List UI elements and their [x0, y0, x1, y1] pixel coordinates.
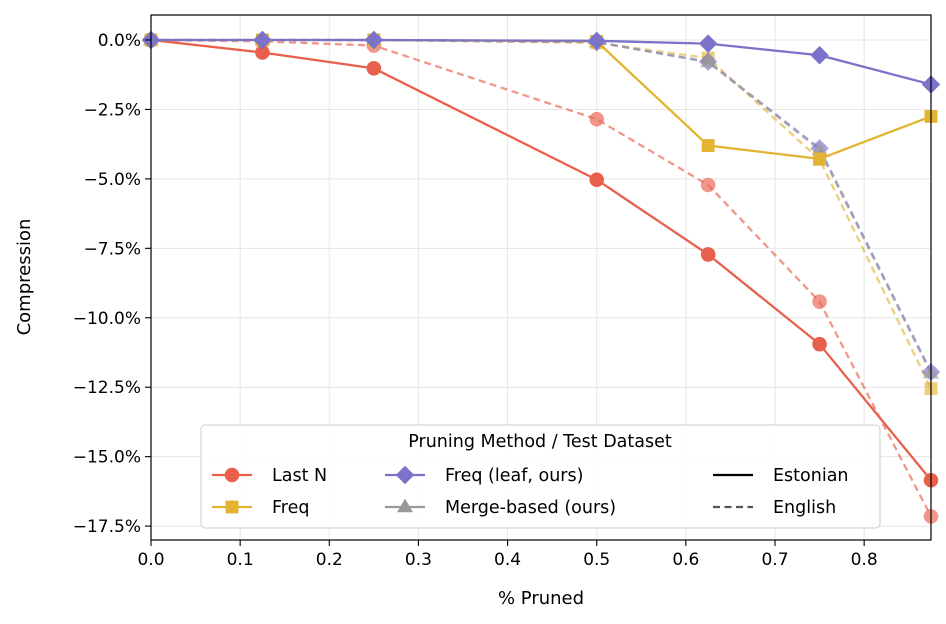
x-tick-label: 0.5	[583, 550, 610, 570]
data-point-freq-estonian	[701, 139, 715, 152]
y-tick-label: −2.5%	[84, 100, 141, 120]
x-tick-label: 0.0	[137, 550, 164, 570]
y-tick-label: −17.5%	[73, 517, 141, 537]
legend-label-freq-leaf-ours: Freq (leaf, ours)	[445, 466, 583, 486]
x-axis: 0.0 0.1 0.2 0.3 0.4 0.5 0.6 0.7 0.8	[137, 540, 878, 570]
legend-marker-freq-leaf-ours	[395, 465, 415, 485]
legend-marker-last-n	[224, 467, 240, 483]
data-point-freq-leaf-ours-estonian	[364, 30, 384, 50]
series-markers	[141, 30, 941, 524]
legend-marker-merge-based-ours	[397, 498, 413, 513]
y-tick-label: −7.5%	[84, 239, 141, 259]
plot-frame	[150, 14, 932, 541]
legend-marker-freq	[225, 500, 239, 514]
data-point-freq-leaf-ours-estonian	[810, 46, 829, 65]
x-tick-label: 0.8	[851, 550, 878, 570]
x-tick-label: 0.4	[494, 550, 521, 570]
legend-label-estonian: Estonian	[773, 466, 849, 486]
data-point-last-n-english	[812, 294, 827, 309]
data-point-last-n-estonian	[700, 247, 716, 262]
legend-label-last-n: Last N	[272, 466, 327, 486]
legend-entries: Last N Freq Freq (leaf, ours) Merge-based (…	[212, 465, 849, 518]
legend: Pruning Method / Test Dataset Last N Freq…	[200, 424, 881, 529]
legend-box	[200, 424, 881, 529]
legend-label-freq: Freq	[272, 498, 309, 518]
y-tick-label: −15.0%	[73, 448, 141, 468]
data-point-merge-based-ours-english	[811, 141, 828, 155]
x-tick-label: 0.3	[405, 550, 432, 570]
x-tick-label: 0.2	[316, 550, 343, 570]
data-point-merge-based-ours-english	[700, 53, 717, 68]
data-point-last-n-english	[589, 111, 604, 127]
y-tick-label: −10.0%	[73, 309, 141, 329]
data-point-freq-estonian	[813, 152, 827, 166]
data-point-freq-leaf-ours-estonian	[253, 30, 272, 50]
x-tick-label: 0.1	[227, 550, 254, 570]
data-point-last-n-estonian	[366, 61, 382, 76]
legend-label-english: English	[773, 498, 836, 518]
data-point-freq-leaf-ours-estonian	[698, 34, 718, 53]
legend-label-merge-based-ours: Merge-based (ours)	[445, 498, 616, 518]
data-point-last-n-estonian	[812, 336, 827, 352]
data-point-last-n-estonian	[589, 172, 604, 188]
x-tick-label: 0.7	[761, 550, 788, 570]
y-axis: 0.0% −2.5% −5.0% −7.5% −10.0% −12.5% −15.0% −17…	[73, 31, 151, 537]
y-axis-title: Compression	[14, 219, 35, 336]
data-point-last-n-english	[700, 177, 716, 193]
y-tick-label: −5.0%	[84, 170, 141, 190]
x-axis-title: % Pruned	[498, 588, 584, 609]
y-tick-label: 0.0%	[98, 31, 141, 51]
y-tick-label: −12.5%	[73, 378, 141, 398]
data-point-last-n-estonian	[255, 45, 270, 60]
x-tick-label: 0.6	[672, 550, 699, 570]
data-point-freq-leaf-ours-estonian	[587, 31, 606, 51]
legend-title: Pruning Method / Test Dataset	[408, 432, 672, 452]
